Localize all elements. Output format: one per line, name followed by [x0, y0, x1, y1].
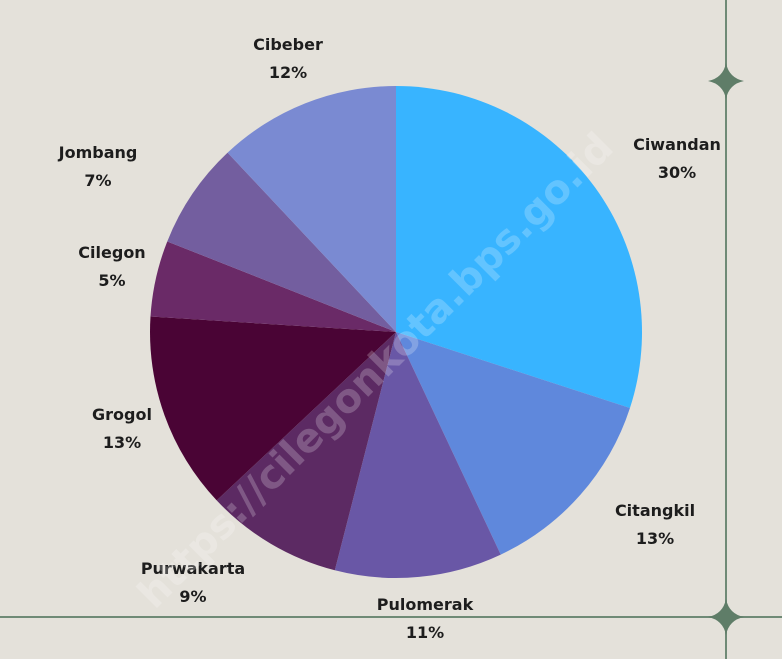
pie-slice-grogol: [150, 316, 396, 501]
pie-slice-jombang: [167, 152, 396, 332]
slice-value-ciwandan: 30%: [658, 163, 696, 182]
slice-label-jombang: Jombang: [58, 143, 138, 162]
pie-slice-cibeber: [227, 85, 396, 332]
slice-value-grogol: 13%: [103, 433, 141, 452]
four-point-star-icon: [708, 63, 744, 99]
pie-labels: Ciwandan 30% Citangkil 13% Pulomerak 11% Purwa…: [58, 35, 721, 642]
slice-label-cibeber: Cibeber: [253, 35, 323, 54]
pie-slice-pulomerak: [334, 332, 501, 579]
slice-value-citangkil: 13%: [636, 529, 674, 548]
four-point-star-icon: [708, 599, 744, 635]
pie-slice-cilegon: [150, 241, 396, 332]
slice-value-purwakarta: 9%: [179, 587, 206, 606]
slice-label-pulomerak: Pulomerak: [377, 595, 474, 614]
pie-slice-citangkil: [396, 332, 630, 555]
pie-slices: [150, 85, 643, 579]
slice-value-jombang: 7%: [84, 171, 111, 190]
slice-label-cilegon: Cilegon: [78, 243, 145, 262]
slice-label-purwakarta: Purwakarta: [141, 559, 245, 578]
pie-slice-ciwandan: [396, 86, 643, 409]
pie-slice-purwakarta: [216, 332, 396, 571]
slice-value-cilegon: 5%: [98, 271, 125, 290]
slice-label-citangkil: Citangkil: [615, 501, 695, 520]
slice-label-grogol: Grogol: [92, 405, 152, 424]
slice-value-cibeber: 12%: [269, 63, 307, 82]
slice-label-ciwandan: Ciwandan: [633, 135, 721, 154]
slice-value-pulomerak: 11%: [406, 623, 444, 642]
